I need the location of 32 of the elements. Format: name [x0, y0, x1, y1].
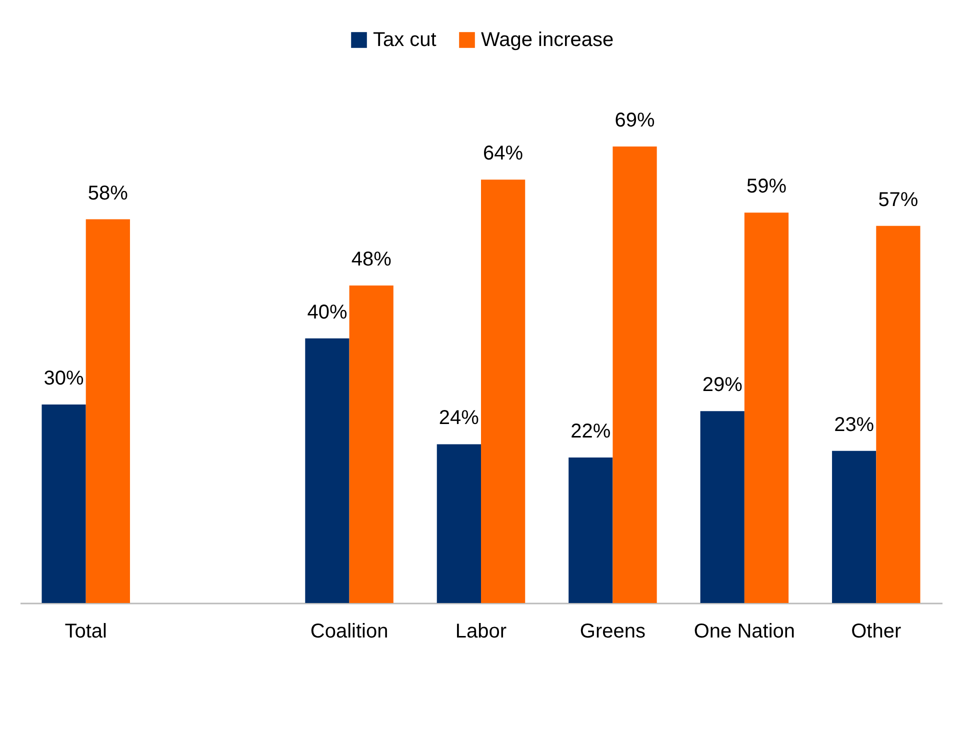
bar — [349, 285, 394, 603]
data-label: 29% — [702, 374, 743, 396]
data-label: 48% — [351, 248, 392, 270]
data-label: 59% — [746, 176, 787, 198]
bar — [481, 180, 526, 603]
x-tick-label: Labor — [455, 620, 507, 642]
x-tick-label: Coalition — [310, 620, 388, 642]
data-label: 40% — [307, 301, 348, 324]
bar — [700, 411, 744, 603]
bar — [86, 219, 130, 603]
bar — [832, 450, 876, 603]
data-label: 64% — [483, 142, 524, 165]
bar — [436, 444, 481, 603]
data-label: 24% — [438, 407, 480, 430]
data-label: 22% — [570, 420, 611, 442]
x-tick-label: Other — [851, 620, 902, 642]
x-tick-label: Greens — [580, 620, 646, 642]
bar — [612, 146, 657, 603]
legend-label: Tax cut — [373, 29, 437, 51]
x-tick-label: One Nation — [694, 620, 796, 642]
bar — [876, 226, 920, 603]
legend-label: Wage increase — [481, 29, 614, 51]
data-label: 23% — [834, 414, 874, 436]
data-label: 30% — [44, 368, 84, 390]
bar — [305, 338, 350, 603]
x-tick-label: Total — [64, 620, 107, 642]
bar — [42, 404, 86, 603]
bar — [568, 457, 613, 603]
bar — [744, 212, 789, 603]
data-label: 58% — [88, 182, 128, 204]
data-label: 69% — [614, 110, 656, 132]
data-label: 57% — [878, 188, 918, 211]
